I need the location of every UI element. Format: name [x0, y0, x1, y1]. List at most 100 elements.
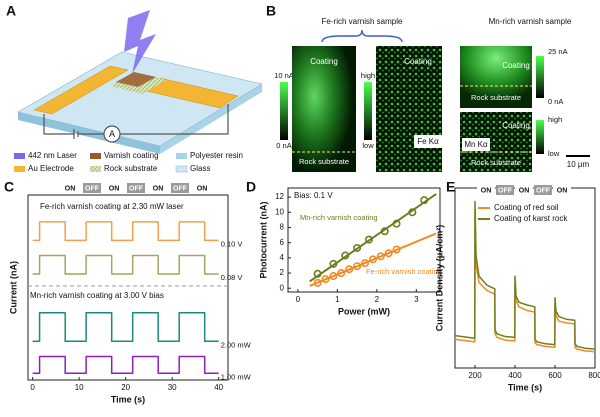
point	[420, 196, 429, 205]
on-off-box	[477, 185, 495, 195]
series-label: Fe-rich varnish coating	[366, 267, 442, 276]
element-label: Mn Kα	[464, 140, 488, 149]
point	[321, 275, 330, 284]
on-off-label: ON	[65, 185, 76, 192]
sample-title: Fe-rich varnish sample	[322, 17, 403, 26]
panel-a: A A 442 nm Laser Varnish coating Polyest…	[6, 3, 263, 173]
x-axis-label: Power (mW)	[338, 306, 390, 316]
colorbar	[364, 82, 372, 140]
x-tick-label: 0	[296, 295, 301, 304]
on-off-box	[534, 185, 552, 195]
on-off-box	[83, 183, 101, 193]
point	[364, 235, 373, 244]
colorbar	[536, 56, 544, 98]
on-off-box	[193, 183, 211, 193]
annotation: Bias: 0.1 V	[294, 191, 333, 200]
sample-title: Mn-rich varnish sample	[489, 17, 572, 26]
element-label: Fe Kα	[417, 137, 439, 146]
x-tick-label: 20	[121, 383, 130, 392]
point	[384, 249, 393, 258]
x-tick-label: 400	[508, 371, 522, 380]
map-label: Coating	[310, 57, 338, 66]
legend-label: Coating of red soil	[494, 203, 559, 212]
line	[32, 311, 219, 343]
point	[376, 252, 385, 261]
legend-label: Au Electrode	[28, 164, 74, 173]
legend-label: Coating of karst rock	[494, 214, 568, 223]
y-tick-label: 2	[280, 268, 285, 277]
point	[353, 243, 362, 252]
on-off-label: OFF	[85, 185, 100, 192]
x-axis-label: Time (s)	[111, 394, 145, 404]
series-label: 1.00 mW	[221, 372, 252, 381]
panel-label: C	[4, 179, 14, 195]
xrf-map	[376, 46, 442, 172]
series-label: 2.00 mW	[221, 340, 252, 349]
on-off-label: ON	[109, 185, 120, 192]
legend-swatch	[175, 165, 188, 173]
point	[329, 259, 338, 268]
on-off-box	[496, 185, 514, 195]
legend-label: 442 nm Laser	[28, 151, 77, 160]
line	[32, 221, 219, 242]
varnish-coating	[116, 72, 156, 87]
panel-label: E	[446, 179, 455, 195]
ammeter-label: A	[109, 129, 115, 139]
slab-side	[160, 84, 262, 154]
colorbar	[536, 120, 544, 154]
x-tick-label: 200	[468, 371, 482, 380]
chart-panel: C 0 10 20 30 40 Time (s) Current (nA) Fe-rich va…	[4, 179, 252, 405]
x-tick-label: 30	[168, 383, 177, 392]
legend-label: Varnish coating	[104, 151, 159, 160]
series-label: Mn-rich varnish coating	[300, 213, 378, 222]
map-label: Rock substrate	[471, 93, 521, 102]
panel-label: B	[266, 3, 276, 19]
legend-swatch	[176, 153, 187, 159]
x-tick-label: 600	[548, 371, 562, 380]
x-axis-label: Time (s)	[508, 382, 542, 392]
colorbar-label: 0 nA	[276, 141, 291, 150]
annotation: Mn-rich varnish coating at 3.00 V bias	[30, 291, 164, 300]
colorbar-label: low	[362, 141, 374, 150]
legend-swatch	[14, 166, 25, 172]
on-off-label: ON	[197, 185, 208, 192]
colorbar-label: high	[361, 71, 375, 80]
point	[392, 245, 401, 254]
chart-panel: E 200 400 600 800 Time (s) Current Density (μA…	[434, 179, 600, 393]
current-map	[292, 46, 356, 172]
brace	[321, 29, 403, 43]
x-tick-label: 40	[214, 383, 223, 392]
wire	[120, 104, 229, 135]
series-label: 0.10 V	[221, 239, 243, 248]
y-tick-label: 8	[280, 223, 285, 232]
y-axis-label: Current Density (μA/cm²)	[434, 225, 444, 332]
y-tick-label: 10	[275, 207, 284, 216]
point	[380, 227, 389, 236]
panel-b: B Fe-rich varnish sample Mn-rich varnish…	[266, 3, 590, 172]
map-label: Coating	[404, 57, 432, 66]
legend-swatch	[14, 153, 25, 159]
point	[368, 255, 377, 264]
map-label: Rock substrate	[299, 157, 349, 166]
x-tick-label: 10	[75, 383, 84, 392]
laser	[124, 10, 156, 74]
on-off-label: ON	[557, 187, 568, 194]
point	[341, 251, 350, 260]
colorbar-label: low	[548, 149, 560, 158]
legend-label: Rock substrate	[104, 164, 158, 173]
map-label: Coating	[502, 61, 530, 70]
element-box	[462, 138, 490, 151]
point	[329, 272, 338, 281]
element-box	[414, 135, 442, 148]
map-label: Coating	[502, 121, 530, 130]
line	[454, 209, 596, 353]
on-off-label: ON	[153, 185, 164, 192]
plot-frame	[27, 194, 229, 381]
point	[313, 278, 322, 287]
point	[345, 265, 354, 274]
y-tick-label: 6	[280, 238, 285, 247]
point	[360, 259, 369, 268]
on-off-box	[105, 183, 123, 193]
